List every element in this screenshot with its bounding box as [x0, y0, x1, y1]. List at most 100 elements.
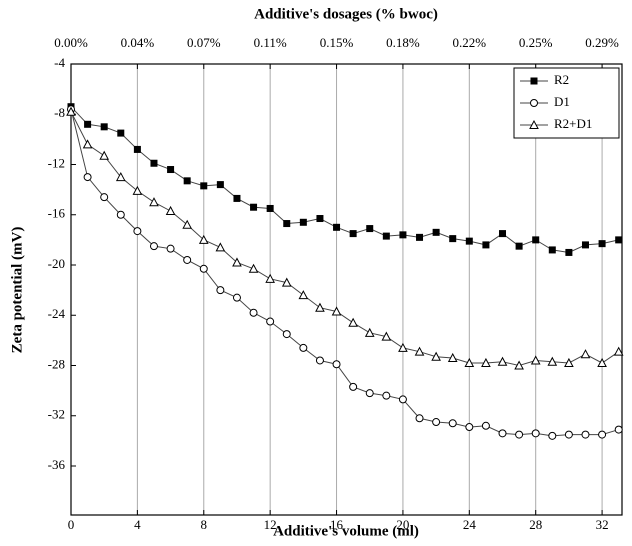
marker	[548, 431, 557, 440]
marker	[581, 241, 589, 249]
marker	[431, 351, 441, 361]
marker	[133, 227, 142, 236]
marker	[414, 346, 425, 356]
x-tick-label: 0	[68, 517, 75, 532]
marker	[415, 414, 424, 423]
x-tick-label: 20	[396, 517, 409, 532]
marker	[515, 242, 523, 250]
marker	[299, 343, 308, 352]
marker	[149, 197, 159, 207]
marker	[265, 273, 275, 283]
x-tick-label: 8	[201, 517, 208, 532]
marker	[465, 237, 473, 245]
marker	[432, 418, 441, 427]
series-line	[70, 106, 619, 253]
marker	[165, 205, 176, 215]
marker	[448, 419, 457, 428]
x2-tick-label: 0.25%	[519, 35, 553, 50]
y-tick-label: -24	[48, 306, 66, 321]
x-tick-label: 16	[330, 517, 344, 532]
marker	[497, 356, 508, 366]
marker	[598, 430, 607, 439]
y-tick-label: -12	[48, 155, 65, 170]
marker	[100, 123, 108, 131]
x2-tick-label: 0.11%	[254, 35, 287, 50]
marker	[133, 145, 141, 153]
marker	[580, 349, 591, 359]
marker	[266, 204, 274, 212]
marker	[548, 246, 556, 254]
marker	[529, 119, 539, 129]
marker	[250, 203, 258, 211]
marker	[331, 306, 342, 316]
marker	[248, 263, 259, 273]
marker	[100, 193, 109, 202]
marker	[564, 430, 573, 439]
marker	[613, 346, 624, 356]
y-tick-label: -28	[48, 356, 65, 371]
marker	[115, 172, 126, 182]
marker	[381, 331, 392, 341]
marker	[232, 257, 242, 267]
marker	[298, 290, 309, 300]
marker	[182, 219, 193, 229]
marker	[365, 389, 374, 398]
marker	[99, 150, 110, 160]
marker	[315, 302, 325, 312]
y-tick-label: -32	[48, 407, 65, 422]
plot-frame	[70, 63, 623, 516]
marker	[233, 194, 241, 202]
marker	[349, 230, 357, 238]
marker	[216, 286, 225, 295]
marker	[183, 177, 191, 185]
marker	[515, 430, 524, 439]
marker	[82, 139, 93, 149]
legend-label: D1	[554, 94, 570, 109]
marker	[364, 327, 375, 337]
marker	[464, 357, 475, 367]
marker	[416, 233, 424, 241]
x2-tick-label: 0.22%	[453, 35, 487, 50]
marker	[200, 182, 208, 190]
y-axis-title: Zeta potential (mV)	[9, 227, 25, 354]
marker	[449, 235, 457, 243]
marker	[597, 357, 607, 367]
marker	[514, 360, 524, 370]
marker	[564, 357, 574, 367]
marker	[83, 173, 92, 182]
marker	[283, 220, 291, 228]
marker	[266, 317, 275, 326]
x-tick-label: 32	[596, 517, 609, 532]
marker	[215, 242, 226, 252]
marker	[498, 429, 507, 438]
marker	[315, 356, 324, 365]
y-tick-label: -36	[48, 457, 66, 472]
legend-label: R2+D1	[554, 116, 592, 131]
marker	[465, 423, 474, 432]
marker	[531, 429, 540, 438]
marker	[117, 129, 125, 137]
marker	[382, 391, 391, 400]
marker	[216, 181, 224, 189]
legend-label: R2	[554, 72, 569, 87]
marker	[481, 357, 491, 367]
x2-tick-label: 0.18%	[386, 35, 420, 50]
marker	[615, 236, 623, 244]
x2-tick-label: 0.04%	[121, 35, 155, 50]
x2-tick-label: 0.07%	[187, 35, 221, 50]
marker	[530, 355, 541, 365]
marker	[614, 425, 623, 434]
x-tick-label: 12	[264, 517, 277, 532]
marker	[348, 317, 358, 327]
marker	[149, 242, 158, 251]
y-tick-label: -16	[48, 206, 66, 221]
marker	[565, 248, 573, 256]
marker	[382, 232, 390, 240]
marker	[199, 264, 208, 273]
marker	[530, 77, 538, 85]
marker	[183, 255, 192, 264]
marker	[532, 236, 540, 244]
marker	[316, 215, 324, 223]
x2-tick-label: 0.15%	[320, 35, 354, 50]
